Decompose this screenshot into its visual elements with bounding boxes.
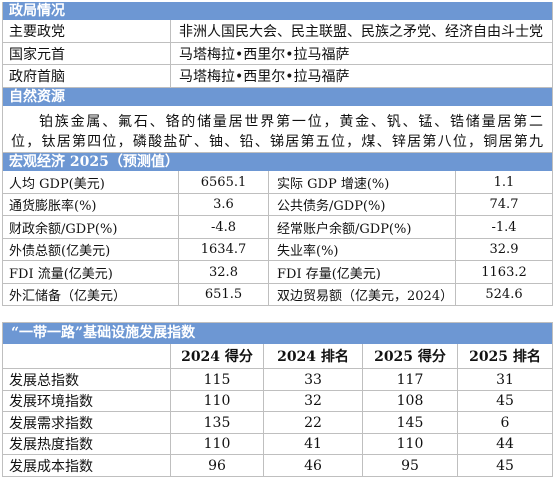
macro-label: 双边贸易额（亿美元，2024） xyxy=(269,284,456,305)
score-2025: 110 xyxy=(363,434,458,454)
macro-value: 6565.1 xyxy=(179,171,269,193)
score-2024: 115 xyxy=(171,369,264,390)
macro-label: 财政余额/GDP(%) xyxy=(3,216,179,238)
section-header-resources: 自然资源 xyxy=(3,88,552,106)
macro-value: 1163.2 xyxy=(481,264,527,280)
rank-2025: 44 xyxy=(496,436,514,452)
index-label: 发展热度指数 xyxy=(3,434,171,454)
macro-value: 1634.7 xyxy=(179,239,269,260)
row-value: 非洲人国民大会、民主联盟、民族之矛党、经济自由斗士党 xyxy=(179,24,543,40)
score-2024: 110 xyxy=(171,434,264,454)
rank-2024: 32 xyxy=(264,391,363,411)
politics-row-head-of-state: 国家元首 马塔梅拉•西里尔•拉马福萨 xyxy=(3,43,552,65)
macro-value: 32.9 xyxy=(489,242,519,257)
macro-value: 524.6 xyxy=(485,287,523,302)
rank-2024: 22 xyxy=(264,412,363,433)
macro-row: 财政余额/GDP(%) -4.8 经常账户余额/GDP(%) -1.4 xyxy=(3,216,552,239)
macro-label: 外债总额(亿美元) xyxy=(3,239,179,260)
rank-2025: 31 xyxy=(496,371,514,388)
table-row: 发展成本指数 96 46 95 45 xyxy=(3,455,552,477)
header-corner-cell xyxy=(3,344,171,368)
bri-index-table: “一带一路”基础设施发展指数 2024 得分 2024 排名 2025 得分 2… xyxy=(2,322,553,477)
macro-value: -4.8 xyxy=(179,216,269,238)
table-row: 发展需求指数 135 22 145 6 xyxy=(3,412,552,434)
macro-row: 通货膨胀率(%) 3.6 公共债务/GDP(%) 74.7 xyxy=(3,194,552,216)
score-2025: 95 xyxy=(363,455,458,476)
macro-label: 经常账户余额/GDP(%) xyxy=(269,216,456,238)
rank-2025: 45 xyxy=(496,393,514,409)
section-header-macro-economy: 宏观经济 2025（预测值） xyxy=(3,153,552,171)
column-header: 2024 排名 xyxy=(264,344,363,368)
macro-label: 人均 GDP(美元) xyxy=(3,171,179,193)
rank-2025: 45 xyxy=(496,457,514,474)
column-header: 2025 排名 xyxy=(469,349,541,365)
score-2024: 96 xyxy=(171,455,264,476)
score-2024: 110 xyxy=(171,391,264,411)
bri-header-row: 2024 得分 2024 排名 2025 得分 2025 排名 xyxy=(3,344,552,369)
macro-label: 实际 GDP 增速(%) xyxy=(269,171,456,193)
rank-2025: 6 xyxy=(500,414,510,431)
row-label: 政府首脑 xyxy=(3,65,171,87)
macro-label: FDI 存量(亿美元) xyxy=(269,261,456,283)
macro-row: 人均 GDP(美元) 6565.1 实际 GDP 增速(%) 1.1 xyxy=(3,171,552,194)
bri-table-title: “一带一路”基础设施发展指数 xyxy=(3,323,552,344)
macro-value: 3.6 xyxy=(179,194,269,215)
table-row: 发展总指数 115 33 117 31 xyxy=(3,369,552,391)
table-row: 发展热度指数 110 41 110 44 xyxy=(3,434,552,455)
politics-row-head-of-government: 政府首脑 马塔梅拉•西里尔•拉马福萨 xyxy=(3,65,552,88)
macro-value: 32.8 xyxy=(179,261,269,283)
score-2024: 135 xyxy=(171,412,264,433)
macro-value: 74.7 xyxy=(489,197,519,212)
macro-label: 通货膨胀率(%) xyxy=(3,194,179,215)
macro-label: 公共债务/GDP(%) xyxy=(269,194,456,215)
macro-row: FDI 流量(亿美元) 32.8 FDI 存量(亿美元) 1163.2 xyxy=(3,261,552,284)
column-header: 2024 得分 xyxy=(171,344,264,368)
rank-2024: 46 xyxy=(264,455,363,476)
macro-label: 外汇储备（亿美元） xyxy=(3,284,179,305)
macro-value: 1.1 xyxy=(493,174,515,190)
row-label: 国家元首 xyxy=(3,43,171,64)
index-label: 发展成本指数 xyxy=(3,455,171,476)
column-header: 2025 得分 xyxy=(363,344,458,368)
macro-row: 外汇储备（亿美元） 651.5 双边贸易额（亿美元，2024） 524.6 xyxy=(3,284,552,306)
macro-value: -1.4 xyxy=(491,219,517,235)
row-value: 马塔梅拉•西里尔•拉马福萨 xyxy=(179,69,350,85)
rank-2024: 41 xyxy=(264,434,363,454)
index-label: 发展总指数 xyxy=(3,369,171,390)
macro-row: 外债总额(亿美元) 1634.7 失业率(%) 32.9 xyxy=(3,239,552,261)
row-label: 主要政党 xyxy=(3,20,171,42)
score-2025: 108 xyxy=(363,391,458,411)
index-label: 发展需求指数 xyxy=(3,412,171,433)
macro-label: 失业率(%) xyxy=(269,239,456,260)
politics-row-main-parties: 主要政党 非洲人国民大会、民主联盟、民族之矛党、经济自由斗士党 xyxy=(3,20,552,43)
row-value: 马塔梅拉•西里尔•拉马福萨 xyxy=(179,46,350,63)
score-2025: 145 xyxy=(363,412,458,433)
score-2025: 117 xyxy=(363,369,458,390)
section-header-politics: 政局情况 xyxy=(3,2,552,20)
macro-label: FDI 流量(亿美元) xyxy=(3,261,179,283)
rank-2024: 33 xyxy=(264,369,363,390)
country-profile-table: 政局情况 主要政党 非洲人国民大会、民主联盟、民族之矛党、经济自由斗士党 国家元… xyxy=(2,2,553,306)
resources-paragraph: 铂族金属、氟石、铬的储量居世界第一位，黄金、钒、锰、锆储量居第二位，钛居第四位，… xyxy=(3,106,552,153)
index-label: 发展环境指数 xyxy=(3,391,171,411)
macro-value: 651.5 xyxy=(179,284,269,305)
table-row: 发展环境指数 110 32 108 45 xyxy=(3,391,552,412)
